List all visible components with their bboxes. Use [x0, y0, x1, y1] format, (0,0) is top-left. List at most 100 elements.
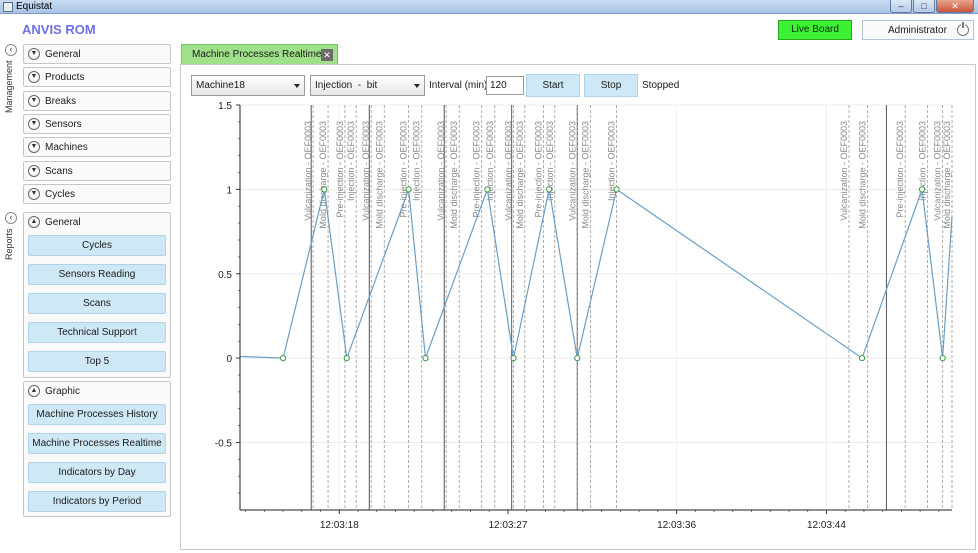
- chevron-down-icon: ▼: [28, 165, 40, 177]
- management-item-general[interactable]: ▼ General: [23, 44, 171, 64]
- event-label: Mold discharge - OEF0003: [942, 121, 952, 229]
- event-label: Injection - OEF0003: [485, 121, 495, 201]
- power-icon[interactable]: [957, 22, 969, 36]
- event-label: Injection - OEF0003: [346, 121, 356, 201]
- data-point: [279, 355, 287, 362]
- tab-label: Machine Processes Realtime: [192, 49, 322, 60]
- minimize-button[interactable]: –: [890, 0, 912, 13]
- close-button[interactable]: ✕: [936, 0, 974, 13]
- mode-select[interactable]: Injection - bit: [310, 75, 425, 96]
- event-label: Mold discharge - OEF0003: [858, 121, 868, 229]
- y-tick-label: 1: [226, 185, 232, 196]
- x-tick-label: 12:03:27: [488, 520, 527, 531]
- event-label: Mold discharge - OEF0003: [374, 121, 384, 229]
- indicators-by-day-button[interactable]: Indicators by Day: [28, 462, 166, 483]
- chevron-down-icon: ▼: [28, 95, 40, 107]
- reports-graphic-header[interactable]: ▲ Graphic: [24, 382, 170, 402]
- stop-button[interactable]: Stop: [584, 74, 638, 97]
- event-label: Vulcanization - OEF0003: [933, 121, 943, 221]
- chevron-up-icon: ▲: [28, 385, 40, 397]
- chevron-down-icon: [414, 84, 420, 88]
- y-tick-label: -0.5: [215, 439, 233, 450]
- data-point: [613, 186, 620, 193]
- data-point: [321, 186, 328, 193]
- user-name: Administrator: [888, 25, 947, 36]
- y-tick-label: 1.5: [218, 101, 232, 112]
- management-item-products[interactable]: ▼ Products: [23, 67, 171, 87]
- reports-graphic-group: ▲ Graphic Machine Processes History Mach…: [23, 381, 171, 517]
- data-point: [343, 355, 350, 362]
- reports-general-header[interactable]: ▲ General: [24, 213, 170, 233]
- event-label: Mold discharge - OEF0003: [318, 121, 328, 229]
- x-tick-label: 12:03:36: [657, 520, 696, 531]
- y-tick-label: 0.5: [218, 270, 232, 281]
- machine-processes-history-button[interactable]: Machine Processes History: [28, 404, 166, 425]
- management-item-machines[interactable]: ▼ Machines: [23, 137, 171, 157]
- chevron-down-icon: ▼: [28, 48, 40, 60]
- reports-collapse-button[interactable]: ‹: [5, 212, 17, 224]
- reports-general-group: ▲ General Cycles Sensors Reading Scans T…: [23, 212, 171, 378]
- chevron-down-icon: ▼: [28, 71, 40, 83]
- management-item-breaks[interactable]: ▼ Breaks: [23, 91, 171, 111]
- event-label: Pre-injection - OEF0003: [399, 121, 409, 218]
- machine-select-value: Machine18: [196, 80, 245, 91]
- data-point: [484, 186, 491, 193]
- event-label: Vulcanization - OEF0003: [436, 121, 446, 221]
- status-text: Stopped: [642, 80, 680, 91]
- y-tick-label: 0: [226, 354, 232, 365]
- data-point: [546, 186, 553, 193]
- management-item-label: Cycles: [45, 189, 76, 200]
- management-item-label: Products: [45, 72, 85, 83]
- group-label: Graphic: [45, 386, 81, 397]
- report-technical-support-button[interactable]: Technical Support: [28, 322, 166, 343]
- tab-machine-processes-realtime[interactable]: Machine Processes Realtime ✕: [181, 44, 338, 64]
- management-item-label: General: [45, 49, 81, 60]
- event-label: Mold discharge - OEF0003: [515, 121, 525, 229]
- data-point: [918, 186, 926, 193]
- report-top5-button[interactable]: Top 5: [28, 351, 166, 372]
- event-label: Vulcanization - OEF0003: [303, 121, 313, 221]
- interval-input[interactable]: 120: [486, 76, 524, 95]
- event-label: Pre-injection - OEF0003: [335, 121, 345, 218]
- management-item-scans[interactable]: ▼ Scans: [23, 161, 171, 181]
- data-point: [405, 186, 412, 193]
- report-scans-button[interactable]: Scans: [28, 293, 166, 314]
- group-label: General: [45, 217, 81, 228]
- interval-label: Interval (min): [429, 80, 488, 91]
- main-panel: [180, 64, 976, 550]
- management-collapse-button[interactable]: ‹: [5, 44, 17, 56]
- data-point: [422, 355, 429, 362]
- live-board-button[interactable]: Live Board: [778, 20, 852, 40]
- management-item-sensors[interactable]: ▼ Sensors: [23, 114, 171, 134]
- report-cycles-button[interactable]: Cycles: [28, 235, 166, 256]
- data-point: [858, 355, 866, 362]
- event-label: Vulcanization - OEF0003: [504, 121, 514, 221]
- data-point: [574, 355, 581, 362]
- event-label: Injection - OEF0003: [918, 121, 928, 201]
- realtime-line-chart: Vulcanization - OEF0003 Mold discharge - …: [215, 101, 953, 531]
- management-item-label: Sensors: [45, 119, 82, 130]
- event-label: Mold discharge - OEF0003: [449, 121, 459, 229]
- management-item-label: Breaks: [45, 96, 77, 107]
- management-item-label: Scans: [45, 166, 73, 177]
- maximize-button[interactable]: □: [913, 0, 935, 13]
- x-tick-label: 12:03:18: [320, 520, 359, 531]
- machine-processes-realtime-button[interactable]: Machine Processes Realtime: [28, 433, 166, 454]
- chevron-down-icon: ▼: [28, 188, 40, 200]
- event-label: Vulcanization - OEF0003: [361, 121, 371, 221]
- close-icon[interactable]: ✕: [321, 49, 333, 61]
- mode-select-value: Injection - bit: [315, 80, 378, 91]
- report-sensors-reading-button[interactable]: Sensors Reading: [28, 264, 166, 285]
- event-label: Pre-injection - OEF0003: [895, 121, 905, 218]
- x-tick-label: 12:03:44: [807, 520, 846, 531]
- management-item-cycles[interactable]: ▼ Cycles: [23, 184, 171, 204]
- indicators-by-period-button[interactable]: Indicators by Period: [28, 491, 166, 512]
- event-label: Injection - OEF0003: [607, 121, 617, 201]
- app-brand: ANVIS ROM: [22, 22, 96, 37]
- machine-select[interactable]: Machine18: [191, 75, 305, 96]
- start-button[interactable]: Start: [526, 74, 580, 97]
- reports-rail-label: Reports: [4, 228, 14, 260]
- user-button[interactable]: Administrator: [862, 20, 974, 40]
- event-label: Mold discharge - OEF0003: [580, 121, 590, 229]
- event-label: Vulcanization - OEF0003: [567, 121, 577, 221]
